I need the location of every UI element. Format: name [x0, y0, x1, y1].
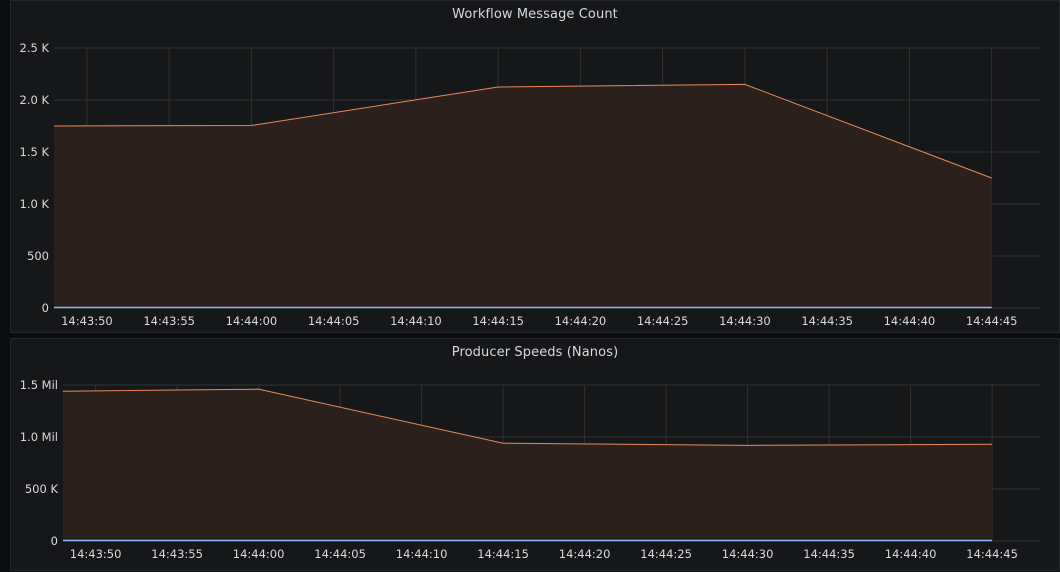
x-tick-label: 14:44:35 [801, 314, 853, 328]
y-tick-label: 1.5 Mil [20, 378, 58, 392]
x-tick-label: 14:44:45 [966, 314, 1018, 328]
x-tick-label: 14:44:05 [314, 547, 366, 561]
y-tick-label: 500 K [25, 482, 59, 496]
y-tick-label: 1.0 Mil [20, 430, 58, 444]
y-tick-label: 0 [51, 534, 58, 548]
x-tick-label: 14:44:45 [966, 547, 1018, 561]
x-tick-label: 14:43:55 [143, 314, 195, 328]
x-tick-label: 14:43:55 [151, 547, 203, 561]
x-tick-label: 14:44:00 [226, 314, 278, 328]
x-tick-label: 14:44:20 [555, 314, 607, 328]
x-tick-label: 14:44:35 [803, 547, 855, 561]
x-tick-label: 14:44:15 [477, 547, 529, 561]
workflow-message-count-chart[interactable]: 14:43:50 14:43:55 14:44:00 14:44:05 14:44:10… [11, 1, 1060, 334]
x-tick-label: 14:44:05 [308, 314, 360, 328]
x-tick-label: 14:44:40 [885, 547, 937, 561]
x-tick-label: 14:44:25 [637, 314, 689, 328]
x-tick-label: 14:43:50 [61, 314, 113, 328]
y-tick-label: 2.5 K [20, 41, 50, 55]
y-tick-label: 0 [42, 301, 49, 315]
x-tick-label: 14:44:10 [390, 314, 442, 328]
x-tick-label: 14:44:10 [396, 547, 448, 561]
y-tick-label: 1.0 K [20, 197, 50, 211]
producer-speeds-chart[interactable]: 14:43:50 14:43:55 14:44:00 14:44:05 14:44:10… [11, 339, 1060, 572]
x-tick-label: 14:43:50 [70, 547, 122, 561]
x-tick-label: 14:44:40 [884, 314, 936, 328]
x-tick-label: 14:44:20 [559, 547, 611, 561]
x-tick-label: 14:44:00 [233, 547, 285, 561]
series-area [54, 84, 992, 308]
x-tick-label: 14:44:15 [472, 314, 524, 328]
x-tick-label: 14:44:30 [722, 547, 774, 561]
y-tick-label: 500 [27, 249, 49, 263]
x-tick-label: 14:44:25 [640, 547, 692, 561]
y-tick-label: 1.5 K [20, 145, 50, 159]
y-tick-label: 2.0 K [20, 93, 50, 107]
x-tick-label: 14:44:30 [719, 314, 771, 328]
series-area [63, 389, 992, 541]
